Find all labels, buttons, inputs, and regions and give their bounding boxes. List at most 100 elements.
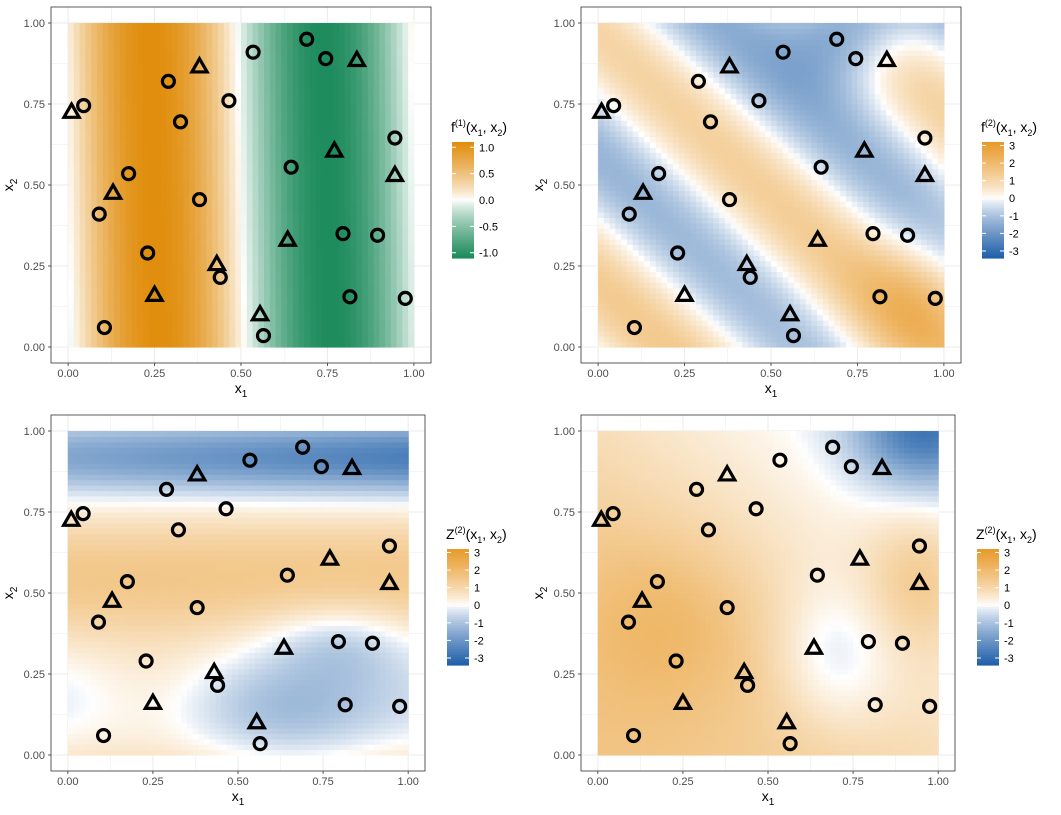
heatmap-cell bbox=[315, 28, 323, 35]
heatmap-cell bbox=[160, 195, 167, 202]
heatmap-cell bbox=[655, 93, 663, 100]
heatmap-cell bbox=[690, 185, 697, 191]
heatmap-cell bbox=[673, 93, 680, 100]
heatmap-cell bbox=[85, 330, 92, 337]
heatmap-cell bbox=[310, 255, 317, 262]
heatmap-cell bbox=[217, 93, 225, 100]
heatmap-cell bbox=[632, 233, 640, 240]
heatmap-cell bbox=[667, 33, 674, 40]
heatmap-cell bbox=[131, 325, 138, 332]
heatmap-cell bbox=[125, 260, 133, 267]
heatmap-cell bbox=[177, 50, 184, 57]
legend-color-step bbox=[452, 158, 474, 161]
heatmap-cell bbox=[91, 314, 98, 321]
heatmap-cell bbox=[264, 23, 271, 30]
heatmap-cell bbox=[684, 201, 691, 208]
heatmap-cell bbox=[661, 109, 668, 116]
heatmap-cell bbox=[350, 271, 357, 278]
heatmap-cell bbox=[644, 255, 651, 262]
heatmap-cell bbox=[125, 212, 133, 218]
heatmap-cell bbox=[661, 28, 668, 35]
heatmap-cell bbox=[212, 28, 219, 35]
heatmap-cell bbox=[73, 276, 81, 283]
heatmap-cell bbox=[661, 131, 668, 138]
heatmap-cell bbox=[125, 201, 133, 208]
heatmap-cell bbox=[684, 233, 691, 240]
heatmap-cell bbox=[315, 77, 323, 84]
heatmap-cell bbox=[707, 201, 714, 208]
heatmap-cell bbox=[171, 93, 179, 100]
heatmap-cell bbox=[315, 98, 323, 105]
heatmap-cell bbox=[390, 158, 398, 164]
heatmap-cell bbox=[194, 303, 202, 310]
heatmap-cell bbox=[143, 120, 150, 127]
heatmap-cell bbox=[200, 238, 208, 245]
heatmap-cell bbox=[68, 39, 75, 46]
heatmap-cell bbox=[609, 131, 616, 138]
heatmap-cell bbox=[281, 330, 288, 337]
heatmap-cell bbox=[241, 325, 248, 332]
heatmap-cell bbox=[690, 233, 697, 240]
heatmap-cell bbox=[603, 60, 611, 67]
heatmap-cell bbox=[632, 120, 640, 127]
heatmap-cell bbox=[696, 131, 703, 138]
heatmap-cell bbox=[131, 55, 138, 62]
heatmap-cell bbox=[85, 314, 92, 321]
heatmap-cell bbox=[223, 28, 231, 35]
heatmap-cell bbox=[119, 93, 127, 100]
heatmap-cell bbox=[269, 168, 277, 175]
heatmap-cell bbox=[598, 244, 605, 251]
heatmap-cell bbox=[385, 222, 392, 229]
heatmap-cell bbox=[696, 271, 703, 278]
heatmap-cell bbox=[137, 33, 144, 40]
heatmap-cell bbox=[241, 185, 248, 191]
heatmap-cell bbox=[102, 136, 110, 143]
heatmap-cell bbox=[287, 66, 294, 73]
x-tick-label: 0.25 bbox=[144, 368, 165, 380]
heatmap-cell bbox=[690, 341, 697, 348]
heatmap-cell bbox=[148, 87, 156, 94]
heatmap-cell bbox=[166, 136, 173, 143]
heatmap-cell bbox=[673, 201, 680, 208]
heatmap-cell bbox=[275, 292, 282, 299]
heatmap-cell bbox=[241, 330, 248, 337]
heatmap-cell bbox=[385, 44, 392, 51]
heatmap-cell bbox=[367, 136, 375, 143]
heatmap-cell bbox=[621, 341, 628, 348]
heatmap-cell bbox=[298, 276, 305, 283]
heatmap-cell bbox=[137, 212, 144, 218]
heatmap-cell bbox=[125, 114, 133, 121]
heatmap-cell bbox=[367, 174, 375, 181]
heatmap-cell bbox=[79, 244, 86, 251]
heatmap-cell bbox=[154, 23, 161, 30]
heatmap-cell bbox=[177, 163, 184, 170]
heatmap-cell bbox=[183, 23, 190, 30]
heatmap-cell bbox=[402, 287, 409, 294]
heatmap-cell bbox=[85, 60, 92, 67]
heatmap-cell bbox=[102, 131, 110, 138]
heatmap-cell bbox=[385, 341, 392, 348]
heatmap-cell bbox=[91, 114, 98, 121]
heatmap-cell bbox=[154, 265, 161, 272]
heatmap-cell bbox=[385, 114, 392, 121]
heatmap-cell bbox=[707, 33, 714, 40]
heatmap-cell bbox=[137, 152, 144, 159]
heatmap-cell bbox=[85, 265, 92, 272]
heatmap-cell bbox=[390, 104, 398, 111]
heatmap-cell bbox=[603, 50, 611, 57]
heatmap-cell bbox=[194, 233, 202, 240]
heatmap-cell bbox=[160, 244, 167, 251]
heatmap-cell bbox=[258, 271, 265, 278]
legend-color-step bbox=[452, 170, 474, 173]
heatmap-cell bbox=[356, 341, 363, 348]
heatmap-cell bbox=[304, 28, 311, 35]
heatmap-cell bbox=[367, 44, 375, 51]
heatmap-cell bbox=[275, 217, 282, 224]
heatmap-cell bbox=[194, 152, 202, 159]
heatmap-cell bbox=[344, 303, 352, 310]
heatmap-cell bbox=[696, 319, 703, 326]
heatmap-cell bbox=[194, 185, 202, 191]
heatmap-cell bbox=[598, 190, 605, 197]
heatmap-cell bbox=[258, 222, 265, 229]
heatmap-cell bbox=[275, 168, 282, 175]
